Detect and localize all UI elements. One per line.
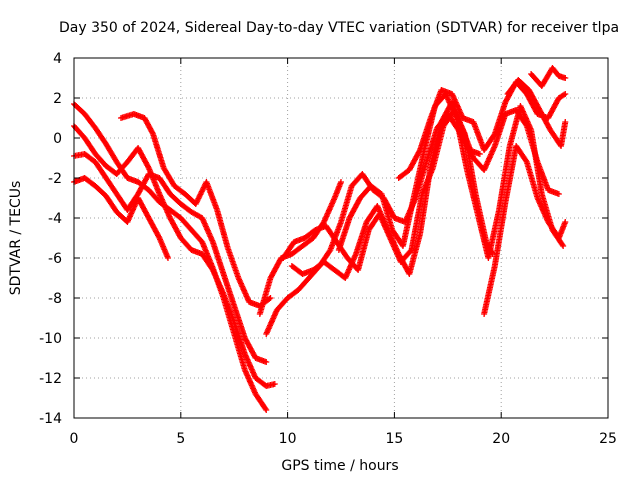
- data-point: [267, 295, 274, 301]
- x-tick-label: 10: [279, 431, 297, 447]
- data-point: [562, 219, 569, 225]
- y-tick-label: -6: [48, 251, 62, 267]
- data-point: [338, 179, 344, 185]
- data-point: [271, 381, 278, 387]
- data-point: [476, 151, 483, 157]
- data-point: [523, 157, 530, 164]
- data-point: [149, 129, 156, 136]
- series-track-3: [71, 151, 270, 365]
- chart-title: Day 350 of 2024, Sidereal Day-to-day VTE…: [59, 20, 619, 36]
- y-tick-label: -14: [39, 411, 62, 427]
- data-point: [562, 91, 569, 97]
- series-track-13: [504, 77, 569, 149]
- data-point: [266, 295, 273, 302]
- x-axis-label: GPS time / hours: [281, 458, 398, 474]
- y-tick-label: -10: [39, 331, 62, 347]
- series-track-1: [71, 101, 270, 413]
- data-point: [562, 119, 569, 125]
- y-tick-label: 4: [53, 51, 62, 67]
- data-point: [262, 405, 269, 412]
- data-point: [562, 75, 569, 81]
- x-tick-label: 20: [492, 431, 510, 447]
- data-points: [71, 65, 569, 413]
- y-tick-label: -2: [48, 171, 62, 187]
- y-tick-label: 2: [53, 91, 62, 107]
- y-tick-label: 0: [53, 131, 62, 147]
- data-point: [560, 91, 567, 98]
- series-track-4: [71, 175, 171, 261]
- x-tick-label: 0: [70, 431, 79, 447]
- axis-ticks: 0 5 10 15 20 25 -14 -12 -10 -8 -6 -4 -2 0 2 4: [39, 51, 617, 447]
- data-point: [164, 255, 171, 261]
- series-track-11: [395, 79, 569, 181]
- data-point: [416, 148, 423, 155]
- y-tick-label: -12: [39, 371, 62, 387]
- data-point: [263, 407, 270, 413]
- data-point: [155, 233, 162, 240]
- data-point: [559, 241, 566, 248]
- x-tick-label: 5: [176, 431, 185, 447]
- data-point: [145, 163, 152, 170]
- y-axis-label: SDTVAR / TECUs: [8, 181, 24, 296]
- y-tick-label: -8: [48, 291, 62, 307]
- x-tick-label: 15: [385, 431, 403, 447]
- grid-lines: [74, 58, 608, 418]
- data-point: [490, 132, 497, 139]
- series-track-14: [528, 65, 569, 89]
- data-point: [555, 191, 562, 197]
- x-tick-label: 25: [599, 431, 617, 447]
- plot-frame: [73, 57, 609, 419]
- series-track-12: [481, 143, 569, 317]
- data-point: [560, 243, 567, 249]
- series-track-2: [71, 123, 278, 389]
- data-point: [263, 359, 270, 365]
- y-tick-label: -4: [48, 211, 62, 227]
